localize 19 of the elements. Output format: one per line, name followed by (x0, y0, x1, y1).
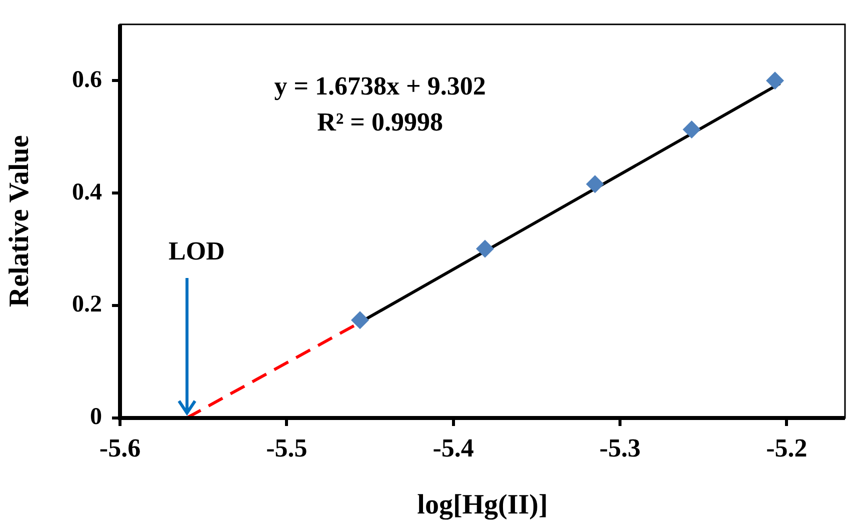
y-tick-label: 0 (90, 404, 102, 430)
point (476, 240, 494, 258)
y-tick-label: 0.6 (72, 66, 102, 93)
y-tick-label: 0.2 (72, 292, 102, 318)
annotation: y = 1.6738x + 9.302 (274, 72, 486, 101)
point (682, 120, 701, 139)
y-tick-label: 0.4 (72, 179, 102, 206)
x-axis-title: log[Hg(II)] (417, 489, 548, 520)
point (766, 72, 784, 90)
x-tick-label: -5.3 (599, 433, 641, 462)
x-tick-label: -5.5 (266, 433, 308, 462)
x-tick-label: -5.2 (766, 433, 808, 462)
annotation: R² = 0.9998 (317, 108, 443, 137)
x-tick-label: -5.4 (432, 433, 474, 462)
annotation: LOD (168, 236, 225, 266)
point (351, 311, 369, 330)
x-tick-label: -5.6 (99, 433, 141, 462)
point (586, 175, 604, 194)
y-axis-title: Relative Value (4, 135, 36, 308)
